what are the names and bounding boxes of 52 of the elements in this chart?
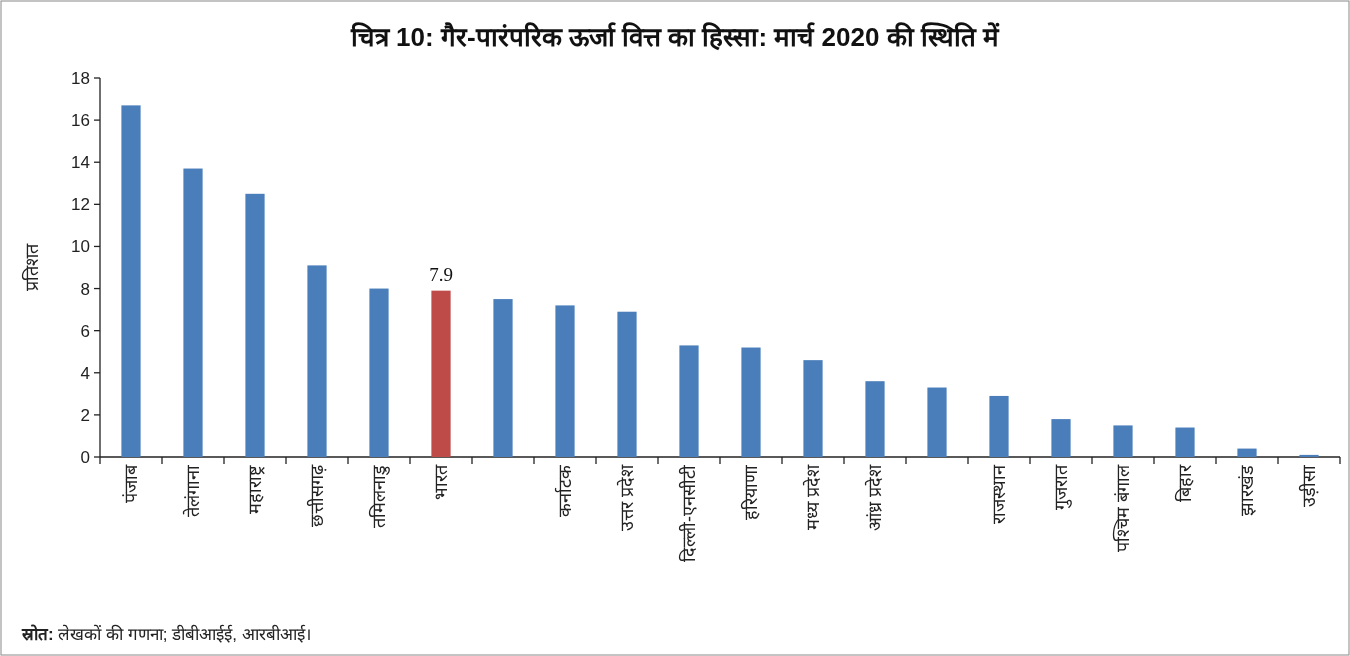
y-tick-label: 14 — [71, 153, 90, 173]
bar — [1113, 425, 1133, 457]
text: स्रोत: लेखकों की गणना; डीबीआईई, आरबीआई। — [21, 624, 311, 644]
bar — [1237, 448, 1257, 457]
bar — [369, 288, 389, 457]
bar — [245, 193, 265, 457]
x-tick-label: तेलंगाना — [182, 465, 203, 517]
bar — [1175, 427, 1195, 457]
x-tick-label: भारत — [431, 464, 451, 500]
bar — [431, 290, 451, 457]
bar — [493, 299, 513, 457]
x-tick-label: कर्नाटक — [554, 464, 575, 517]
bar — [555, 305, 575, 457]
bar — [803, 360, 823, 457]
y-tick-label: 2 — [80, 405, 90, 425]
bar — [679, 345, 699, 457]
y-tick-label: 16 — [71, 111, 90, 131]
y-tick-label: 0 — [80, 448, 90, 467]
bar — [617, 311, 637, 457]
x-tick-label: झारखंड — [1237, 465, 1257, 516]
bar — [121, 105, 141, 457]
y-tick-label: 12 — [71, 195, 90, 215]
bar — [741, 347, 761, 457]
y-axis-title: प्रतिशत — [21, 243, 42, 291]
bar — [989, 395, 1009, 457]
bar — [1051, 419, 1071, 457]
x-tick-label: उड़ीसा — [1298, 465, 1319, 507]
x-tick-label: छत्तीसगढ़ — [306, 464, 327, 527]
x-tick-label: बिहार — [1174, 464, 1195, 502]
y-tick-label: 10 — [71, 237, 90, 257]
bar — [307, 265, 327, 457]
y-tick-label: 4 — [80, 363, 90, 383]
x-tick-label: पंजाब — [121, 464, 141, 503]
y-tick-label: 6 — [80, 321, 90, 341]
y-tick-label: 18 — [71, 69, 90, 88]
x-tick-label: तमिलनाडु — [368, 465, 390, 528]
x-tick-label: दिल्ली-एनसीटी — [678, 465, 699, 562]
x-tick-label: गुजरात — [1051, 464, 1072, 510]
x-tick-label: महाराष्ट्र — [245, 465, 265, 514]
x-tick-label: राजस्थान — [989, 464, 1009, 524]
x-tick-label: उत्तर प्रदेश — [616, 464, 637, 532]
data-label: 7.9 — [429, 263, 453, 285]
bar — [865, 381, 885, 457]
chart-title: चित्र 10: गैर-पारंपरिक ऊर्जा वित्त का हिस्सा: मार्च 2020 की स्थिति में — [349, 22, 1001, 52]
bar — [1299, 454, 1319, 457]
x-tick-label: मध्य प्रदेश — [802, 464, 823, 531]
x-tick-label: आंध्र प्रदेश — [864, 464, 885, 532]
bar — [183, 168, 203, 457]
bar — [927, 387, 947, 457]
x-tick-label: हरियाणा — [740, 465, 761, 520]
y-tick-label: 8 — [80, 279, 90, 299]
x-tick-label: पश्चिम बंगाल — [1112, 464, 1133, 553]
